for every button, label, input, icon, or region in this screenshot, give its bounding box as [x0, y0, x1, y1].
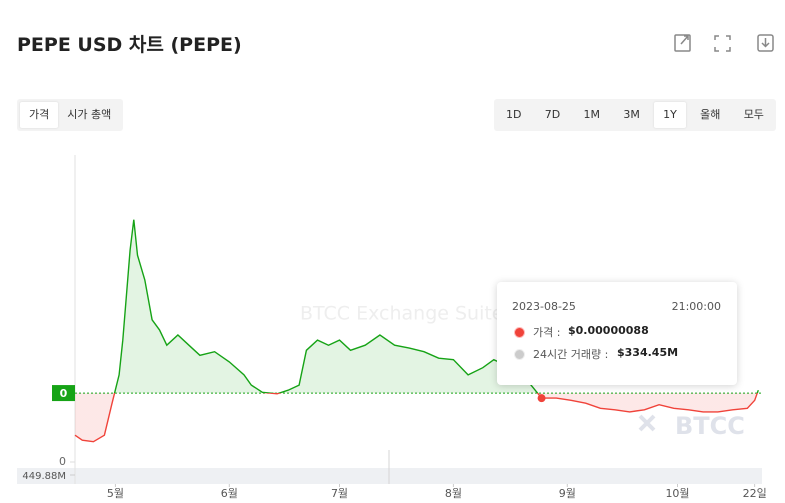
price-line	[74, 219, 759, 443]
range-button[interactable]: 7D	[544, 108, 561, 121]
range-button[interactable]: 3M	[623, 108, 640, 121]
range-button[interactable]: 모두	[743, 108, 764, 121]
tab[interactable]: 시가 총액	[67, 108, 112, 121]
toolbar-icons	[674, 34, 774, 52]
logo: BTCC	[675, 412, 745, 440]
baseline-label-box	[52, 385, 75, 402]
logo-icon	[638, 414, 656, 432]
download-icon[interactable]	[757, 34, 774, 52]
tooltip-time: 21:00:00	[671, 300, 721, 313]
price-value: $0.00000088	[568, 324, 649, 337]
x-tick-label: 10월	[665, 487, 689, 500]
x-tick-label: 22일	[743, 486, 767, 500]
volume-tick-label: 449.88M	[22, 471, 66, 482]
x-tick-label: 9월	[559, 487, 576, 500]
price-label: 가격 :	[533, 326, 561, 339]
volume-value: $334.45M	[617, 346, 679, 359]
watermark: BTCC Exchange Suite	[300, 303, 504, 325]
share-icon[interactable]	[674, 34, 691, 52]
tab-group: 가격 시가 총액	[17, 99, 124, 131]
volume-dot	[514, 349, 525, 360]
range-button[interactable]: 1D	[506, 108, 522, 121]
x-tick-label: 7월	[331, 487, 348, 500]
range-button[interactable]: 1M	[583, 108, 601, 121]
area	[75, 219, 759, 442]
range-button[interactable]: 1Y	[654, 102, 686, 128]
x-tick-label: 6월	[221, 487, 238, 500]
tab[interactable]: 가격	[20, 102, 59, 128]
volume-label: 24시간 거래량 :	[533, 348, 609, 361]
fullscreen-icon[interactable]	[714, 35, 731, 52]
tooltip: 2023-08-25 21:00:00 가격 : $0.00000088 24시…	[497, 282, 737, 385]
range-group: 1D 7D 1M 3M 1Y 올해 모두	[494, 99, 776, 131]
x-tick-label: 5월	[107, 487, 124, 500]
baseline-label: 0	[60, 387, 68, 400]
range-button[interactable]: 올해	[700, 108, 721, 121]
title: PEPE USD 차트 (PEPE)	[17, 34, 242, 56]
hover-point	[537, 394, 546, 403]
tooltip-date: 2023-08-25	[512, 300, 576, 313]
y-tick-label: 0	[59, 455, 66, 468]
price-dot	[514, 327, 525, 338]
x-tick-label: 8월	[445, 487, 462, 500]
